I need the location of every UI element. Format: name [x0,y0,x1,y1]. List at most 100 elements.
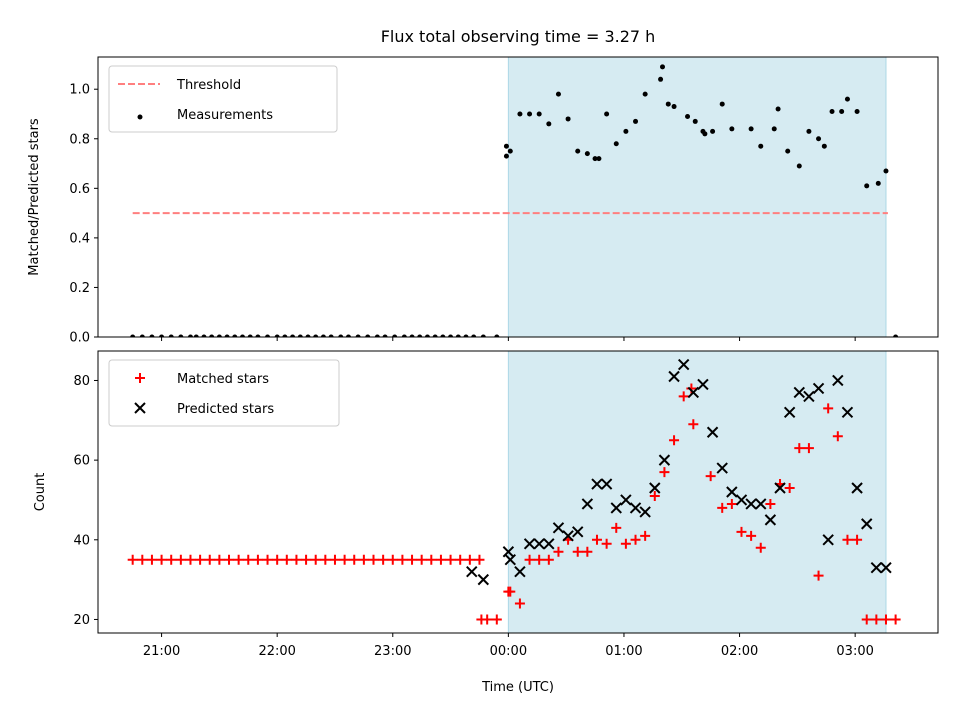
measurements-point [187,334,193,337]
measurements-point [320,334,326,337]
predicted-stars-point [600,478,613,490]
legend: Matched stars Predicted stars [108,359,340,427]
matched-stars-point [243,554,254,565]
measurements-point [274,334,280,337]
measurements-point [816,136,822,142]
measurements-point [503,153,509,159]
measurements-point [507,148,513,154]
measurements-point [365,334,371,337]
measurements-point [613,141,619,147]
matched-stars-point [349,554,360,565]
measurements-point [806,128,812,134]
matched-stars-point [156,554,167,565]
measurements-point [239,334,245,337]
matched-stars-point [339,554,350,565]
measurements-point [282,334,288,337]
y-tick-label: 1.0 [69,83,90,98]
matched-stars-point [514,598,525,609]
measurements-point [503,143,509,149]
predicted-stars-point [726,486,738,498]
measurements-point [527,111,533,117]
matched-stars-point [582,546,593,557]
measurements-point [623,128,629,134]
measurements-point [665,101,671,107]
measurements-point [546,121,552,127]
matched-stars-point [464,554,475,565]
y-tick-label: 60 [73,454,90,469]
measurements-point [471,334,477,337]
measurements-point [685,113,691,119]
matched-stars-point [204,554,215,565]
predicted-stars-point [745,498,757,510]
predicted-stars-point [504,554,517,566]
measurements-point [555,91,561,97]
matched-stars-point [524,554,535,565]
matched-stars-point [803,443,814,454]
legend-box [108,65,338,133]
measurements-point [355,334,361,337]
predicted-stars-point [610,502,622,514]
y-axis-label: Matched/Predicted stars [27,118,42,276]
predicted-stars-point [658,454,671,466]
measurements-point [247,334,253,337]
predicted-stars-point [581,498,594,510]
x-tick-label: 02:00 [721,644,758,659]
matched-stars-point [591,534,602,545]
shaded-interval [507,350,887,634]
plot-area [130,64,899,337]
matched-stars-point [794,443,805,454]
legend-marker-matched-stars [135,373,145,383]
measurements-point [338,334,344,337]
predicted-stars-point [832,374,844,387]
measurements-point [409,334,415,337]
predicted-stars-point [477,573,490,586]
measurements-point [729,126,735,132]
y-tick-label: 0.8 [69,132,90,147]
matched-stars-point [736,526,747,537]
measurements-point [494,334,500,337]
predicted-stars-point [591,478,603,490]
measurements-point [604,111,610,117]
measurements-point [345,334,351,337]
predicted-stars-point [639,506,651,518]
matched-stars-point [890,614,901,625]
predicted-stars-point [803,390,815,403]
matched-stars-point [358,554,369,565]
bottom-panel: 20 40 60 80 21:00 22:00 23:00 00:00 01:00 02:00 03… [33,350,939,695]
matched-stars-point [329,554,340,565]
matched-stars-point [726,498,737,509]
matched-stars-point [534,554,545,565]
measurements-point [785,148,791,154]
matched-stars-point [755,542,766,553]
predicted-stars-point [735,494,748,506]
measurements-point [265,334,271,337]
measurements-point [596,156,602,162]
predicted-stars-point [764,514,777,526]
matched-stars-point [301,554,312,565]
legend-label-threshold: Threshold [176,78,241,93]
predicted-stars-point [822,534,834,546]
x-tick-label: 03:00 [836,644,873,659]
matched-stars-point [455,554,466,565]
legend: Threshold Measurements [108,65,338,133]
matched-stars-point [445,554,456,565]
measurements-point [592,156,598,162]
measurements-point [255,334,261,337]
matched-stars-point [185,554,196,565]
predicted-stars-point [841,406,854,419]
matched-stars-point [861,614,872,625]
matched-stars-point [649,490,660,501]
measurements-point [702,131,708,137]
measurements-point [440,334,446,337]
legend-label-predicted-stars: Predicted stars [177,402,274,417]
measurements-point [130,334,136,337]
measurements-point [480,334,486,337]
y-tick-label: 40 [73,533,90,548]
measurements-point [854,109,860,115]
shaded-interval [507,56,887,338]
measurements-point [193,334,199,337]
top-panel: 0.0 0.2 0.4 0.6 0.8 1.0 Matched/Predicted star… [27,56,939,346]
matched-stars-point [127,554,138,565]
matched-stars-point [553,546,564,557]
measurements-point [584,151,590,157]
